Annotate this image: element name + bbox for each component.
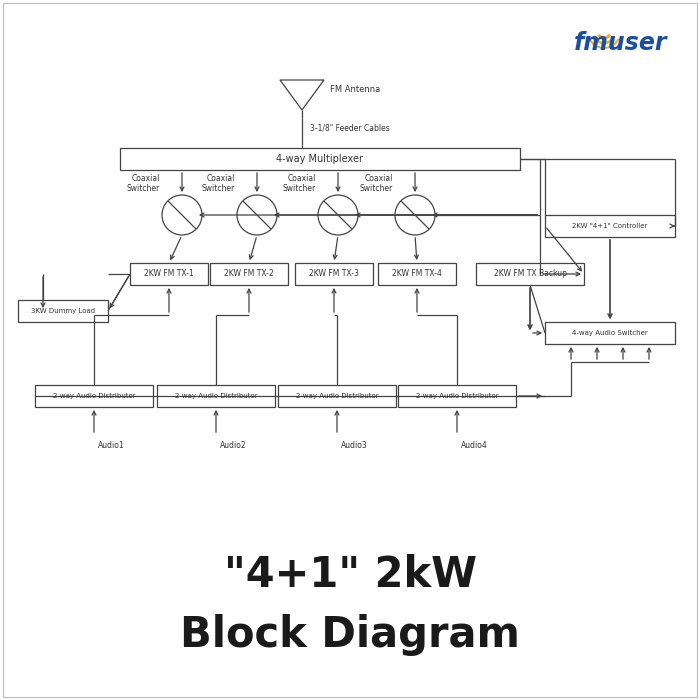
Text: Coaxial
Switcher: Coaxial Switcher [283, 174, 316, 193]
Text: 4-way Multiplexer: 4-way Multiplexer [276, 154, 363, 164]
Text: 2-way Audio Distributor: 2-way Audio Distributor [295, 393, 378, 399]
Text: 4-way Audio Switcher: 4-way Audio Switcher [572, 330, 648, 336]
Text: FM Antenna: FM Antenna [330, 85, 380, 94]
Text: fmuser: fmuser [574, 31, 668, 55]
Text: Audio1: Audio1 [98, 440, 125, 449]
Bar [278, 385, 396, 407]
Text: 2KW FM TX-2: 2KW FM TX-2 [224, 270, 274, 279]
Text: Coaxial
Switcher: Coaxial Switcher [202, 174, 235, 193]
Text: 2KW FM TX-3: 2KW FM TX-3 [309, 270, 359, 279]
Bar [476, 263, 584, 285]
Bar [295, 263, 373, 285]
Text: 3-1/8" Feeder Cables: 3-1/8" Feeder Cables [310, 123, 390, 132]
Bar [18, 300, 108, 322]
Text: 2KW "4+1" Controller: 2KW "4+1" Controller [573, 223, 648, 229]
Bar [210, 263, 288, 285]
Bar [378, 263, 456, 285]
Text: Coaxial
Switcher: Coaxial Switcher [127, 174, 160, 193]
Text: 2-way Audio Distributor: 2-way Audio Distributor [175, 393, 258, 399]
Text: Audio4: Audio4 [461, 440, 488, 449]
Bar [157, 385, 275, 407]
Text: 3KW Dummy Load: 3KW Dummy Load [31, 308, 95, 314]
Text: 2KW FM TX Backup: 2KW FM TX Backup [494, 270, 566, 279]
Text: 2KW FM TX-4: 2KW FM TX-4 [392, 270, 442, 279]
Text: Coaxial
Switcher: Coaxial Switcher [360, 174, 393, 193]
Text: 2KW FM TX-1: 2KW FM TX-1 [144, 270, 194, 279]
Bar [545, 215, 675, 237]
Text: Audio3: Audio3 [341, 440, 368, 449]
Bar [35, 385, 153, 407]
Text: 2-way Audio Distributor: 2-way Audio Distributor [52, 393, 135, 399]
Text: 2-way Audio Distributor: 2-way Audio Distributor [416, 393, 498, 399]
Text: Audio2: Audio2 [220, 440, 246, 449]
Bar [130, 263, 208, 285]
Text: "4+1" 2kW: "4+1" 2kW [223, 554, 477, 596]
Bar [120, 148, 520, 170]
Bar [545, 322, 675, 344]
Text: Block Diagram: Block Diagram [180, 614, 520, 656]
Bar [398, 385, 516, 407]
